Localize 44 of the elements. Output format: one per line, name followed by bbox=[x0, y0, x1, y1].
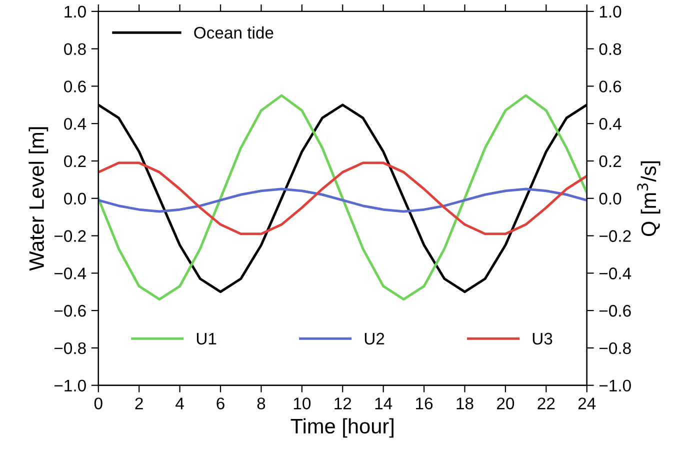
y2-tick-label: −0.4 bbox=[599, 268, 632, 280]
y2-tick-label: 0.2 bbox=[599, 155, 621, 168]
y2-tick-label: 0.0 bbox=[599, 192, 622, 205]
x-tick-label: 0 bbox=[94, 398, 102, 410]
y2-axis-title: Q [m$^{3}$/s] bbox=[637, 161, 660, 236]
line-series bbox=[98, 188, 587, 213]
line-series bbox=[98, 162, 587, 236]
y-tick-label: 0.4 bbox=[64, 118, 86, 130]
x-tick-label: 24 bbox=[578, 398, 596, 410]
y2-tick-label: −1.0 bbox=[599, 380, 631, 392]
y-tick-label: −0.8 bbox=[54, 342, 86, 354]
x-axis-title: Time [hour] bbox=[290, 418, 394, 438]
y-tick-label: −0.6 bbox=[54, 304, 86, 317]
y-tick-label: 0.6 bbox=[64, 80, 86, 92]
x-tick-label: 18 bbox=[456, 398, 474, 410]
x-tick-label: 12 bbox=[334, 398, 352, 410]
y-tick-label: 0.8 bbox=[64, 43, 86, 55]
y-tick-label: 0.2 bbox=[64, 155, 86, 168]
legend-label: U3 bbox=[532, 332, 552, 345]
x-tick-label: 6 bbox=[216, 398, 224, 410]
x-tick-label: 16 bbox=[416, 398, 433, 410]
x-tick-label: 10 bbox=[294, 398, 311, 410]
y-axis-title: Water Level [m] bbox=[28, 127, 48, 271]
x-tick-label: 22 bbox=[538, 398, 555, 410]
legend-label: U1 bbox=[196, 332, 216, 345]
y2-tick-label: −0.6 bbox=[599, 304, 631, 317]
x-tick-label: 14 bbox=[375, 398, 392, 410]
x-tick-label: 20 bbox=[497, 398, 514, 410]
y2-tick-label: 0.8 bbox=[599, 43, 622, 55]
y2-tick-label: −0.8 bbox=[599, 342, 631, 354]
y-tick-label: −0.4 bbox=[54, 268, 86, 280]
y-tick-label: −1.0 bbox=[54, 380, 86, 392]
y2-tick-label: 0.6 bbox=[599, 80, 622, 92]
x-tick-label: 2 bbox=[135, 398, 143, 410]
x-tick-label: 8 bbox=[257, 398, 266, 410]
legend-label: Ocean tide bbox=[194, 26, 274, 39]
x-tick-label: 4 bbox=[176, 398, 184, 410]
y2-tick-label: 0.4 bbox=[599, 118, 622, 130]
y-tick-label: −0.2 bbox=[54, 230, 86, 242]
y-tick-label: 0.0 bbox=[64, 192, 86, 205]
legend-label: U2 bbox=[364, 332, 384, 345]
y-tick-label: 1.0 bbox=[64, 6, 86, 18]
y2-tick-label: −0.2 bbox=[599, 230, 631, 242]
y2-tick-label: 1.0 bbox=[600, 6, 622, 18]
